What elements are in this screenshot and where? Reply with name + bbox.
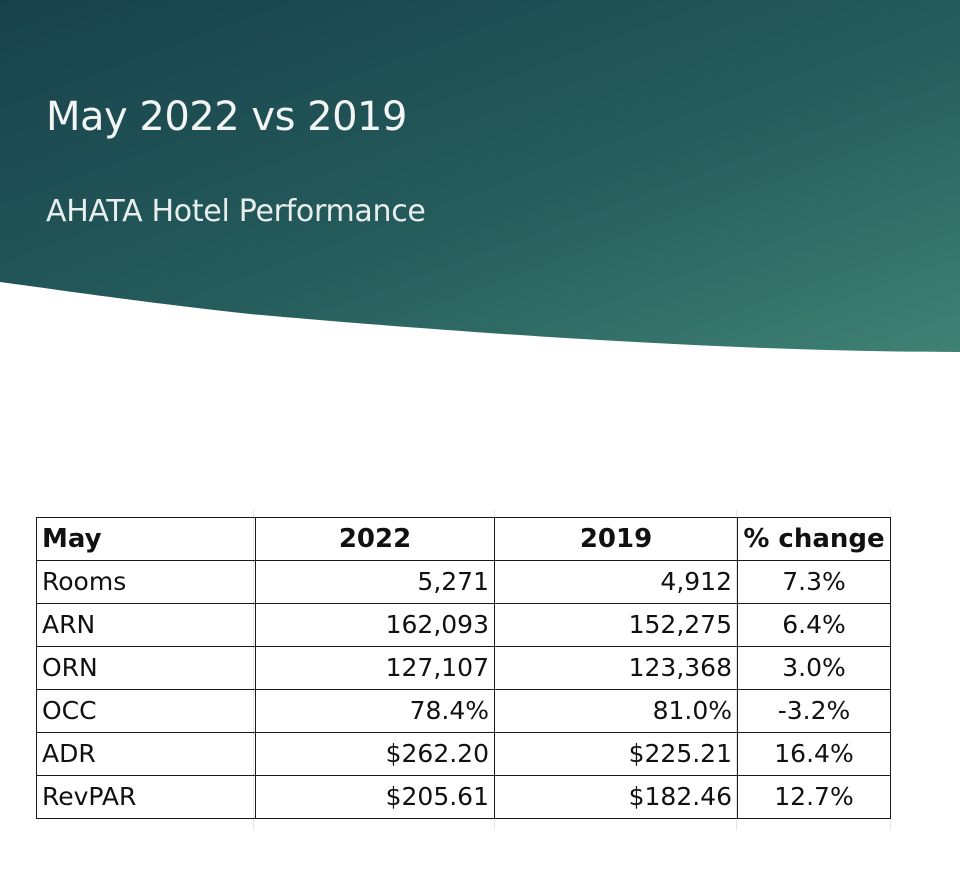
column-header-month: May xyxy=(36,517,256,561)
column-header-2022: 2022 xyxy=(255,517,495,561)
value-2019: $182.46 xyxy=(494,775,738,819)
performance-table: May 2022 2019 % change Rooms 5,271 4,912… xyxy=(36,517,891,819)
value-change: 6.4% xyxy=(737,603,891,647)
value-2019: 152,275 xyxy=(494,603,738,647)
value-change: 7.3% xyxy=(737,560,891,604)
grid-line xyxy=(890,510,891,830)
slide-title: May 2022 vs 2019 xyxy=(46,94,407,140)
row-label: ADR xyxy=(36,732,256,776)
table-row: OCC 78.4% 81.0% -3.2% xyxy=(36,689,891,733)
value-2022: 162,093 xyxy=(255,603,495,647)
value-2019: 4,912 xyxy=(494,560,738,604)
value-change: 16.4% xyxy=(737,732,891,776)
value-change: 3.0% xyxy=(737,646,891,690)
value-2019: $225.21 xyxy=(494,732,738,776)
row-label: ARN xyxy=(36,603,256,647)
row-label: OCC xyxy=(36,689,256,733)
row-label: Rooms xyxy=(36,560,256,604)
value-2022: 127,107 xyxy=(255,646,495,690)
value-2022: $262.20 xyxy=(255,732,495,776)
value-2022: 5,271 xyxy=(255,560,495,604)
banner-shape xyxy=(0,0,960,352)
table-row: ORN 127,107 123,368 3.0% xyxy=(36,646,891,690)
value-change: -3.2% xyxy=(737,689,891,733)
table-row: RevPAR $205.61 $182.46 12.7% xyxy=(36,775,891,819)
table-header-row: May 2022 2019 % change xyxy=(36,517,891,561)
slide-subtitle: AHATA Hotel Performance xyxy=(46,194,426,229)
value-2019: 81.0% xyxy=(494,689,738,733)
table-row: ADR $262.20 $225.21 16.4% xyxy=(36,732,891,776)
title-banner xyxy=(0,0,960,360)
row-label: ORN xyxy=(36,646,256,690)
value-2022: $205.61 xyxy=(255,775,495,819)
column-header-2019: 2019 xyxy=(494,517,738,561)
row-label: RevPAR xyxy=(36,775,256,819)
table-row: ARN 162,093 152,275 6.4% xyxy=(36,603,891,647)
value-change: 12.7% xyxy=(737,775,891,819)
value-2019: 123,368 xyxy=(494,646,738,690)
column-header-change: % change xyxy=(737,517,891,561)
table-row: Rooms 5,271 4,912 7.3% xyxy=(36,560,891,604)
performance-table-container: May 2022 2019 % change Rooms 5,271 4,912… xyxy=(36,517,891,819)
value-2022: 78.4% xyxy=(255,689,495,733)
